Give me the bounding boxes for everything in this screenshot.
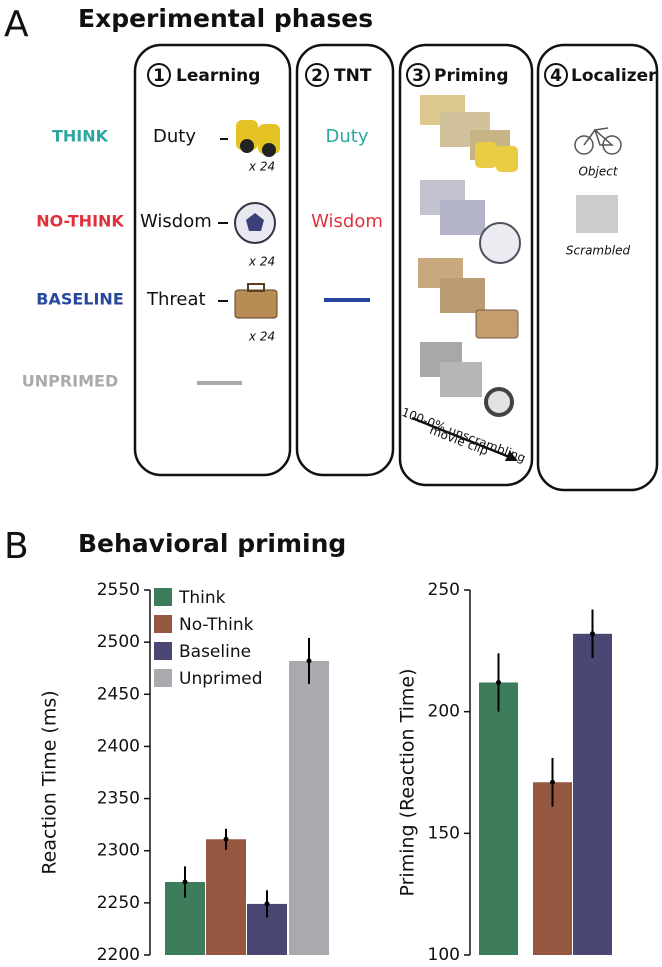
tnt-word: Wisdom (311, 211, 383, 232)
phase-circle (544, 63, 568, 87)
legend-swatch (154, 642, 172, 660)
legend-swatch (154, 669, 172, 687)
panel-title: Behavioral priming (78, 529, 346, 558)
cue-word: Duty (153, 126, 196, 147)
panel-letter: B (4, 526, 29, 567)
y-axis-label: Reaction Time (ms) (39, 690, 61, 874)
y-tick-label: 2200 (97, 945, 140, 965)
localizer-label: Scrambled (566, 244, 631, 258)
y-tick-label: 2300 (97, 841, 140, 861)
phase-box (133, 43, 292, 477)
arrow-line (411, 416, 513, 460)
y-tick-label: 250 (428, 580, 460, 600)
binoculars-icon (236, 120, 280, 157)
phase-headers: 1 Learning 2 TNT 3 Priming 4 Localizer (147, 63, 657, 87)
bar (289, 660, 329, 955)
y-tick-label: 2550 (97, 580, 140, 600)
tnt-word: Duty (326, 126, 369, 147)
phase-box (295, 43, 395, 477)
error-dot (496, 679, 501, 685)
phase-circle (406, 63, 430, 87)
panel-letter: A (4, 4, 29, 45)
repetition-label: x 24 (248, 330, 275, 344)
phase-number: 3 (412, 66, 424, 86)
legend-label: No-Think (179, 615, 254, 635)
legend-label: Think (178, 588, 226, 608)
condition-label: UNPRIMED (22, 372, 119, 391)
localizer-label: Object (578, 165, 618, 179)
condition-label: NO-THINK (36, 212, 124, 231)
y-tick-label: 150 (428, 823, 460, 843)
repetition-label: x 24 (248, 160, 275, 174)
phase-number: 4 (550, 66, 562, 86)
scrambled-icon (576, 195, 618, 233)
ball-icon (234, 202, 276, 244)
legend-swatch (154, 588, 172, 606)
phase-number: 1 (153, 66, 165, 86)
error-dot (223, 836, 229, 842)
legend-swatch (154, 615, 172, 633)
error-dot (550, 779, 555, 785)
panel-title: Experimental phases (78, 4, 373, 33)
error-dot (264, 901, 270, 907)
legend-label: Baseline (179, 642, 251, 662)
error-dot (306, 658, 312, 664)
legend-label: Unprimed (179, 669, 263, 689)
condition-label: BASELINE (36, 290, 124, 309)
condition-label: THINK (52, 127, 109, 146)
phase-label: Priming (434, 66, 508, 86)
cue-word: Threat (146, 289, 206, 310)
phase-label: Localizer (571, 66, 657, 86)
y-tick-label: 2250 (97, 893, 140, 913)
phase-box (536, 43, 659, 492)
error-dot (590, 631, 595, 637)
phase-number: 2 (311, 66, 323, 86)
scrambled-images (418, 95, 521, 417)
briefcase-icon (234, 283, 278, 319)
bar (479, 682, 518, 955)
cue-word: Wisdom (140, 211, 212, 232)
error-dot (182, 879, 188, 885)
y-tick-label: 2450 (97, 684, 140, 704)
bar (206, 839, 246, 955)
arrow-head (505, 451, 518, 461)
bar (573, 633, 612, 955)
bicycle-icon (574, 127, 622, 155)
y-tick-label: 200 (428, 702, 460, 722)
repetition-label: x 24 (248, 255, 275, 269)
y-tick-label: 100 (428, 945, 460, 965)
phase-label: Learning (176, 66, 260, 86)
y-tick-label: 2500 (97, 632, 140, 652)
phase-box (398, 43, 534, 487)
phase-circle (305, 63, 329, 87)
y-tick-label: 2400 (97, 736, 140, 756)
phase-label: TNT (334, 66, 372, 86)
phase-circle (147, 63, 171, 87)
bar (533, 782, 572, 955)
y-axis-label: Priming (Reaction Time) (397, 668, 419, 896)
y-tick-label: 2350 (97, 789, 140, 809)
